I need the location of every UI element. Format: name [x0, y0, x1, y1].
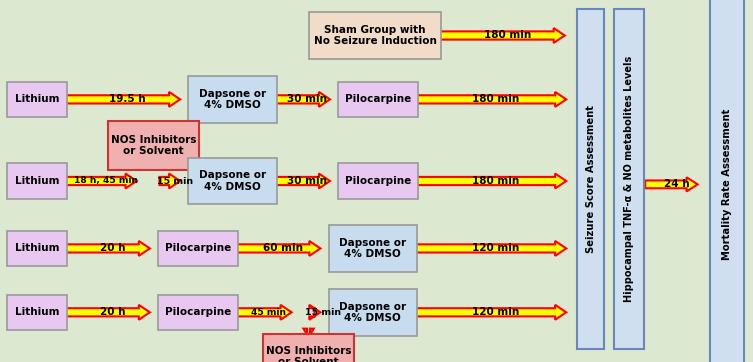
FancyArrow shape [439, 28, 565, 43]
Text: NOS Inhibitors
or Solvent: NOS Inhibitors or Solvent [111, 135, 197, 156]
Text: Pilocarpine: Pilocarpine [345, 94, 411, 104]
Text: Sham Group with
No Seizure Induction: Sham Group with No Seizure Induction [313, 25, 437, 46]
Text: 180 min: 180 min [472, 176, 520, 186]
FancyArrow shape [415, 173, 566, 189]
FancyBboxPatch shape [188, 157, 277, 205]
FancyArrow shape [274, 92, 330, 107]
FancyArrow shape [303, 329, 314, 337]
FancyBboxPatch shape [108, 121, 199, 170]
Text: 15 min: 15 min [157, 177, 194, 185]
FancyArrow shape [160, 173, 180, 189]
Text: Dapsone or
4% DMSO: Dapsone or 4% DMSO [340, 302, 407, 323]
FancyBboxPatch shape [158, 231, 238, 266]
FancyArrow shape [235, 241, 320, 256]
FancyBboxPatch shape [309, 12, 441, 59]
FancyBboxPatch shape [710, 0, 744, 362]
Text: Dapsone or
4% DMSO: Dapsone or 4% DMSO [199, 89, 266, 110]
Text: Seizure Score Assessment: Seizure Score Assessment [586, 105, 596, 253]
FancyBboxPatch shape [7, 81, 67, 117]
FancyBboxPatch shape [338, 81, 418, 117]
FancyBboxPatch shape [328, 289, 417, 336]
Text: Dapsone or
4% DMSO: Dapsone or 4% DMSO [199, 170, 266, 192]
FancyBboxPatch shape [188, 76, 277, 123]
FancyArrow shape [309, 305, 320, 320]
Text: 45 min: 45 min [252, 308, 286, 317]
FancyArrow shape [148, 156, 159, 167]
FancyBboxPatch shape [264, 334, 354, 362]
FancyArrow shape [64, 241, 150, 256]
Text: 30 min: 30 min [288, 94, 328, 104]
Text: Lithium: Lithium [14, 307, 59, 317]
Text: Pilocarpine: Pilocarpine [345, 176, 411, 186]
Text: 15 min: 15 min [305, 308, 341, 317]
Text: NOS Inhibitors
or Solvent: NOS Inhibitors or Solvent [266, 345, 352, 362]
FancyBboxPatch shape [7, 295, 67, 330]
Text: Mortality Rate Assessment: Mortality Rate Assessment [722, 109, 732, 260]
FancyArrow shape [415, 92, 566, 107]
Text: 120 min: 120 min [472, 243, 520, 253]
Text: 120 min: 120 min [472, 307, 520, 317]
Text: Lithium: Lithium [14, 243, 59, 253]
FancyBboxPatch shape [328, 225, 417, 272]
FancyArrow shape [64, 92, 180, 107]
Text: 60 min: 60 min [263, 243, 303, 253]
FancyArrow shape [235, 305, 291, 320]
Text: 30 min: 30 min [288, 176, 328, 186]
Text: 180 min: 180 min [484, 30, 531, 41]
Text: 18 h, 45 min: 18 h, 45 min [74, 177, 138, 185]
FancyBboxPatch shape [338, 163, 418, 199]
FancyArrow shape [64, 305, 150, 320]
FancyArrow shape [645, 177, 697, 191]
FancyArrow shape [414, 305, 566, 320]
FancyArrow shape [274, 173, 330, 189]
Text: Hippocampal TNF-α & NO metabolites Levels: Hippocampal TNF-α & NO metabolites Level… [624, 56, 634, 302]
FancyBboxPatch shape [614, 9, 644, 349]
FancyArrow shape [414, 241, 566, 256]
Text: Lithium: Lithium [14, 176, 59, 186]
FancyBboxPatch shape [578, 9, 604, 349]
Text: 20 h: 20 h [100, 307, 125, 317]
Text: 180 min: 180 min [472, 94, 520, 104]
Text: Lithium: Lithium [14, 94, 59, 104]
Text: 20 h: 20 h [100, 243, 125, 253]
FancyArrow shape [64, 173, 136, 189]
Text: 19.5 h: 19.5 h [109, 94, 146, 104]
Text: Dapsone or
4% DMSO: Dapsone or 4% DMSO [340, 237, 407, 259]
Text: Pilocarpine: Pilocarpine [165, 307, 231, 317]
Text: 24 h: 24 h [664, 179, 690, 189]
FancyBboxPatch shape [7, 163, 67, 199]
FancyBboxPatch shape [7, 231, 67, 266]
FancyBboxPatch shape [158, 295, 238, 330]
Text: Pilocarpine: Pilocarpine [165, 243, 231, 253]
